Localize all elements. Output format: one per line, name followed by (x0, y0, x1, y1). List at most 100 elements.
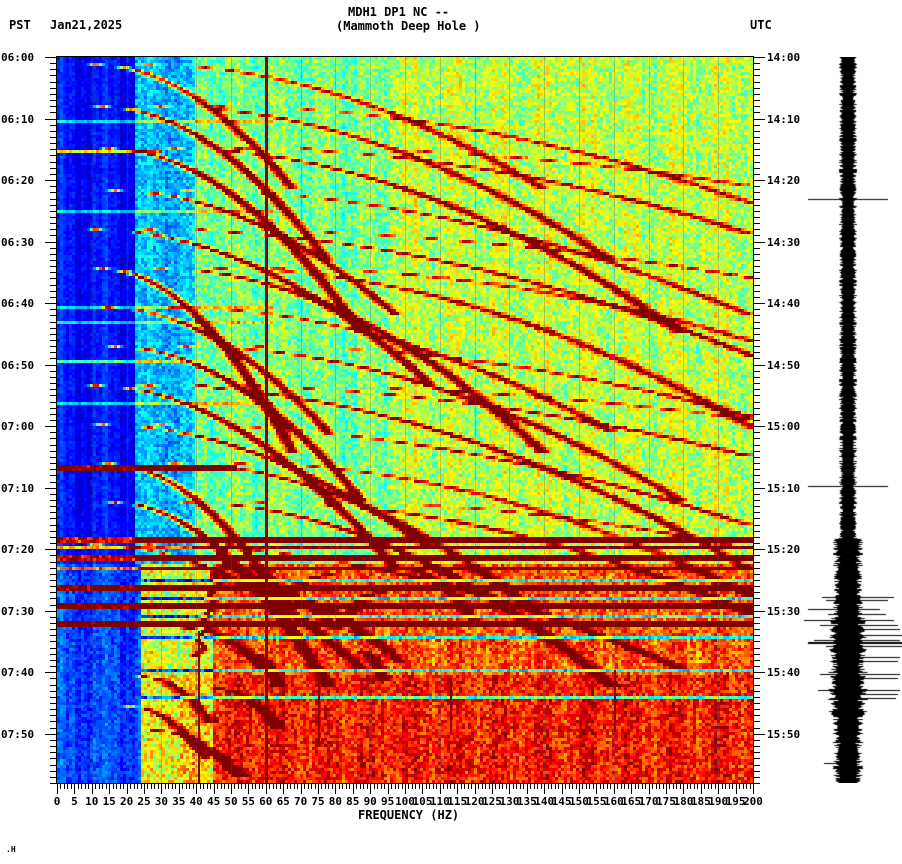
time-tick-minor (754, 168, 760, 169)
time-tick-minor (754, 186, 760, 187)
time-tick-minor (50, 266, 56, 267)
freq-tick-minor (130, 784, 131, 789)
time-tick-major (754, 119, 765, 120)
freq-tick-label: 155 (586, 795, 607, 808)
freq-tick-minor (85, 784, 86, 789)
time-tick-minor (754, 629, 760, 630)
time-tick-minor (50, 420, 56, 421)
time-tick-minor (754, 598, 760, 599)
freq-tick-minor (551, 784, 552, 789)
time-tick-minor (754, 555, 760, 556)
freq-tick-minor (624, 784, 625, 789)
time-tick-major (754, 549, 765, 550)
freq-tick-minor (234, 784, 235, 789)
time-tick-minor (754, 266, 760, 267)
freq-tick-minor (447, 784, 448, 789)
freq-tick-minor (669, 784, 670, 789)
freq-tick-label: 150 (569, 795, 589, 808)
time-tick-minor (754, 192, 760, 193)
freq-tick-minor (697, 784, 698, 789)
freq-tick-minor (593, 784, 594, 789)
time-tick-minor (754, 605, 760, 606)
time-tick-minor (50, 691, 56, 692)
freq-tick-minor (454, 784, 455, 789)
time-tick-minor (50, 451, 56, 452)
time-tick-minor (754, 358, 760, 359)
time-tick-minor (754, 537, 760, 538)
time-tick-minor (50, 402, 56, 403)
freq-tick-major (370, 784, 371, 794)
freq-tick-label: 15 (102, 795, 116, 808)
freq-tick-minor (154, 784, 155, 789)
time-tick-minor (754, 389, 760, 390)
freq-tick-minor (443, 784, 444, 789)
corner-mark: .H (6, 845, 16, 854)
time-tick-minor (754, 494, 760, 495)
freq-tick-minor (311, 784, 312, 789)
freq-tick-minor (377, 784, 378, 789)
freq-tick-minor (339, 784, 340, 789)
freq-tick-label: 90 (363, 795, 377, 808)
freq-tick-minor (478, 784, 479, 789)
time-tick-minor (754, 445, 760, 446)
time-tick-minor (754, 531, 760, 532)
time-tick-minor (50, 506, 56, 507)
freq-tick-label: 190 (708, 795, 729, 808)
time-tick-minor (50, 205, 56, 206)
time-tick-minor (50, 525, 56, 526)
time-tick-minor (754, 758, 760, 759)
time-tick-minor (50, 697, 56, 698)
freq-tick-label: 145 (551, 795, 572, 808)
time-tick-minor (50, 149, 56, 150)
time-tick-minor (754, 278, 760, 279)
freq-tick-major (196, 784, 197, 794)
time-tick-minor (754, 543, 760, 544)
time-tick-minor (50, 635, 56, 636)
freq-tick-label: 30 (154, 795, 169, 808)
freq-tick-minor (495, 784, 496, 789)
freq-tick-minor (419, 784, 420, 789)
freq-tick-minor (315, 784, 316, 789)
time-tick-label: 06:10 (1, 112, 35, 126)
time-tick-minor (50, 328, 56, 329)
freq-tick-minor (725, 784, 726, 789)
freq-tick-major (318, 784, 319, 794)
time-tick-minor (50, 297, 56, 298)
freq-tick-major (562, 784, 563, 794)
time-tick-minor (50, 162, 56, 163)
time-tick-minor (50, 438, 56, 439)
freq-tick-minor (513, 784, 514, 789)
time-tick-minor (50, 229, 56, 230)
freq-tick-minor (269, 784, 270, 789)
time-tick-minor (50, 531, 56, 532)
time-tick-minor (754, 469, 760, 470)
time-tick-minor (50, 758, 56, 759)
time-tick-label: 07:00 (1, 420, 35, 434)
time-tick-minor (754, 155, 760, 156)
time-tick-minor (50, 648, 56, 649)
time-tick-major (45, 734, 56, 735)
time-tick-minor (754, 272, 760, 273)
freq-tick-label: 135 (516, 795, 537, 808)
time-tick-minor (754, 248, 760, 249)
time-tick-minor (754, 408, 760, 409)
freq-tick-major (509, 784, 510, 794)
freq-tick-minor (210, 784, 211, 789)
freq-tick-minor (402, 784, 403, 789)
time-tick-minor (50, 248, 56, 249)
freq-tick-minor (739, 784, 740, 789)
freq-tick-minor (78, 784, 79, 789)
time-tick-minor (754, 420, 760, 421)
freq-tick-major (475, 784, 476, 794)
freq-tick-minor (680, 784, 681, 789)
time-tick-minor (754, 500, 760, 501)
time-tick-minor (754, 635, 760, 636)
freq-tick-major (266, 784, 267, 794)
freq-tick-label: 200 (743, 795, 763, 808)
freq-tick-major (614, 784, 615, 794)
time-tick-minor (50, 278, 56, 279)
time-tick-minor (50, 291, 56, 292)
time-tick-minor (754, 457, 760, 458)
freq-tick-label: 180 (673, 795, 694, 808)
freq-tick-minor (673, 784, 674, 789)
